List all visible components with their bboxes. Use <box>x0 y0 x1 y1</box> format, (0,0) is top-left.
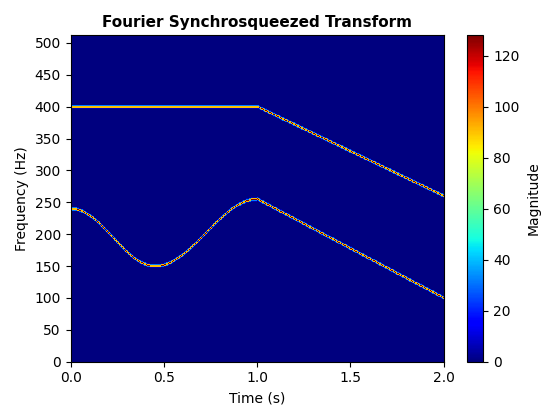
X-axis label: Time (s): Time (s) <box>229 391 286 405</box>
Y-axis label: Frequency (Hz): Frequency (Hz) <box>15 146 29 251</box>
Title: Fourier Synchrosqueezed Transform: Fourier Synchrosqueezed Transform <box>102 15 412 30</box>
Y-axis label: Magnitude: Magnitude <box>526 162 540 235</box>
